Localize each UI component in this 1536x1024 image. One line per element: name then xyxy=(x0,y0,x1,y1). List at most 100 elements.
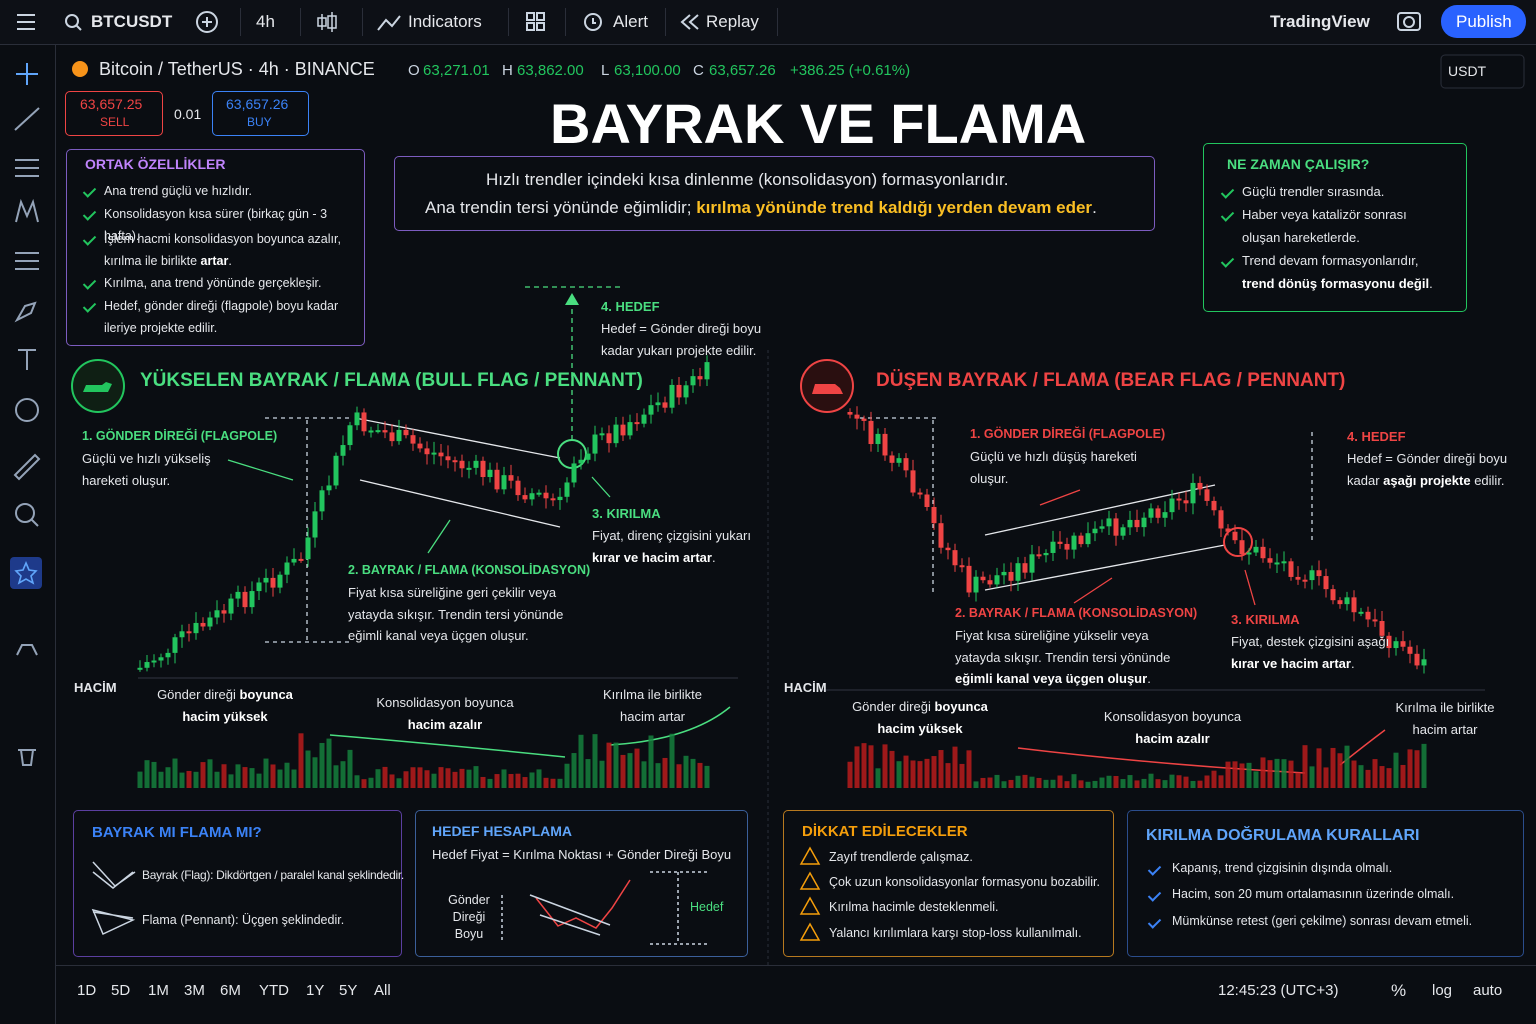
publish-button[interactable] xyxy=(1441,5,1526,38)
candle-body xyxy=(354,412,360,426)
volume-bar xyxy=(683,755,689,788)
volume-bar xyxy=(270,764,276,788)
volume-label: HACİM xyxy=(74,680,117,695)
candle-body xyxy=(466,467,472,470)
indicators-button[interactable]: Indicators xyxy=(408,12,482,31)
candle-body xyxy=(1393,641,1399,649)
volume-bar xyxy=(1421,743,1427,788)
volume-bar xyxy=(1309,766,1315,788)
volume-bar xyxy=(1176,775,1182,788)
volume-bar xyxy=(1281,759,1287,788)
volume-bar xyxy=(1085,781,1091,788)
candle-body xyxy=(508,475,514,481)
text-part: Gönder direği xyxy=(157,687,240,702)
candle-body xyxy=(662,402,668,408)
range-button[interactable]: 5Y xyxy=(339,982,358,999)
range-button[interactable]: 3M xyxy=(184,982,205,999)
range-button[interactable]: All xyxy=(374,982,391,999)
flagpole-title: 1. GÖNDER DİREĞİ (FLAGPOLE) xyxy=(970,427,1166,441)
symbol-title: Bitcoin / TetherUS · 4h · BINANCE xyxy=(99,59,375,79)
volume-bar xyxy=(424,770,430,788)
bull-title: YÜKSELEN BAYRAK / FLAMA (BULL FLAG / PEN… xyxy=(140,370,643,391)
candle-body xyxy=(1176,498,1182,501)
volume-bar xyxy=(284,762,290,788)
caution-item: Zayıf trendlerde çalışmaz. xyxy=(829,850,973,864)
intro-text: Hızlı trendler içindeki kısa dinlenme (k… xyxy=(486,170,1009,189)
range-button[interactable]: YTD xyxy=(259,982,289,999)
candle-body xyxy=(515,480,521,496)
candle-body xyxy=(959,565,965,568)
candle-body xyxy=(1127,519,1133,528)
candle-body xyxy=(952,550,958,566)
divider xyxy=(362,8,363,36)
candle-body xyxy=(1281,561,1287,564)
flag-title: 2. BAYRAK / FLAMA (KONSOLİDASYON) xyxy=(348,563,591,577)
volume-bar xyxy=(214,771,220,788)
target-calc-title: HEDEF HESAPLAMA xyxy=(432,823,573,839)
volume-bar xyxy=(1330,747,1336,788)
percent-toggle[interactable]: % xyxy=(1391,981,1407,1000)
volume-bar xyxy=(501,769,507,788)
volume-bar xyxy=(1127,775,1133,788)
candle-body xyxy=(634,422,640,425)
target-text: Hedef = Gönder direği boyu kadar yukarı … xyxy=(601,318,771,361)
candle-body xyxy=(648,405,654,415)
replay-button[interactable]: Replay xyxy=(706,12,759,31)
candle-body xyxy=(1386,635,1392,649)
range-button[interactable]: 1M xyxy=(148,982,169,999)
candle-body xyxy=(1211,500,1217,511)
volume-bar xyxy=(1386,768,1392,788)
currency-select[interactable] xyxy=(1440,54,1525,89)
log-toggle[interactable]: log xyxy=(1432,982,1453,999)
buy-price: 63,657.26 xyxy=(226,96,289,112)
candle-body xyxy=(1330,589,1336,601)
range-button[interactable]: 1D xyxy=(77,982,97,999)
symbol-search[interactable]: BTCUSDT xyxy=(91,12,173,31)
volume-bar xyxy=(889,750,895,788)
caution-item: Kırılma hacimle desteklenmeli. xyxy=(829,900,999,914)
volume-bar xyxy=(1365,769,1371,788)
volume-bar xyxy=(389,774,395,788)
flag-box xyxy=(73,810,402,957)
publish-label[interactable]: Publish xyxy=(1456,12,1512,31)
candle-body xyxy=(1057,541,1063,544)
candle-body xyxy=(179,631,185,638)
candle-body xyxy=(1344,597,1350,605)
candle-body xyxy=(910,470,916,493)
candle-body xyxy=(193,622,199,634)
candle-body xyxy=(564,482,570,497)
volume-bar xyxy=(1414,750,1420,788)
range-button[interactable]: 1Y xyxy=(306,982,325,999)
alert-button[interactable]: Alert xyxy=(613,12,648,31)
candle-body xyxy=(1008,571,1014,581)
candle-body xyxy=(368,430,374,433)
volume-bar xyxy=(1169,774,1175,788)
volume-bar xyxy=(445,768,451,788)
common-item: Kırılma, ana trend yönünde gerçekleşir. xyxy=(104,272,359,294)
volume-bar xyxy=(564,763,570,788)
candle-body xyxy=(1078,535,1084,545)
volume-bar xyxy=(508,773,514,788)
volume-bar xyxy=(966,750,972,788)
when-title: NE ZAMAN ÇALIŞIR? xyxy=(1227,156,1370,172)
interval-button[interactable]: 4h xyxy=(256,12,275,31)
candle-body xyxy=(1015,563,1021,581)
ohlc-value: L xyxy=(601,62,610,79)
volume-bar xyxy=(368,777,374,788)
candle-body xyxy=(847,412,853,415)
volume-bar xyxy=(1008,779,1014,788)
auto-toggle[interactable]: auto xyxy=(1473,982,1503,999)
volume-bar xyxy=(571,753,577,788)
candle-body xyxy=(931,506,937,524)
candle-body xyxy=(1309,570,1315,581)
volume-bar xyxy=(1050,779,1056,788)
volume-bar xyxy=(312,757,318,788)
volume-bar xyxy=(291,769,297,788)
volume-bar xyxy=(1218,775,1224,788)
candle-body xyxy=(396,429,402,442)
candle-body xyxy=(896,458,902,463)
range-button[interactable]: 6M xyxy=(220,982,241,999)
range-button[interactable]: 5D xyxy=(111,982,131,999)
volume-bar xyxy=(452,771,458,788)
volume-bar xyxy=(459,768,465,788)
